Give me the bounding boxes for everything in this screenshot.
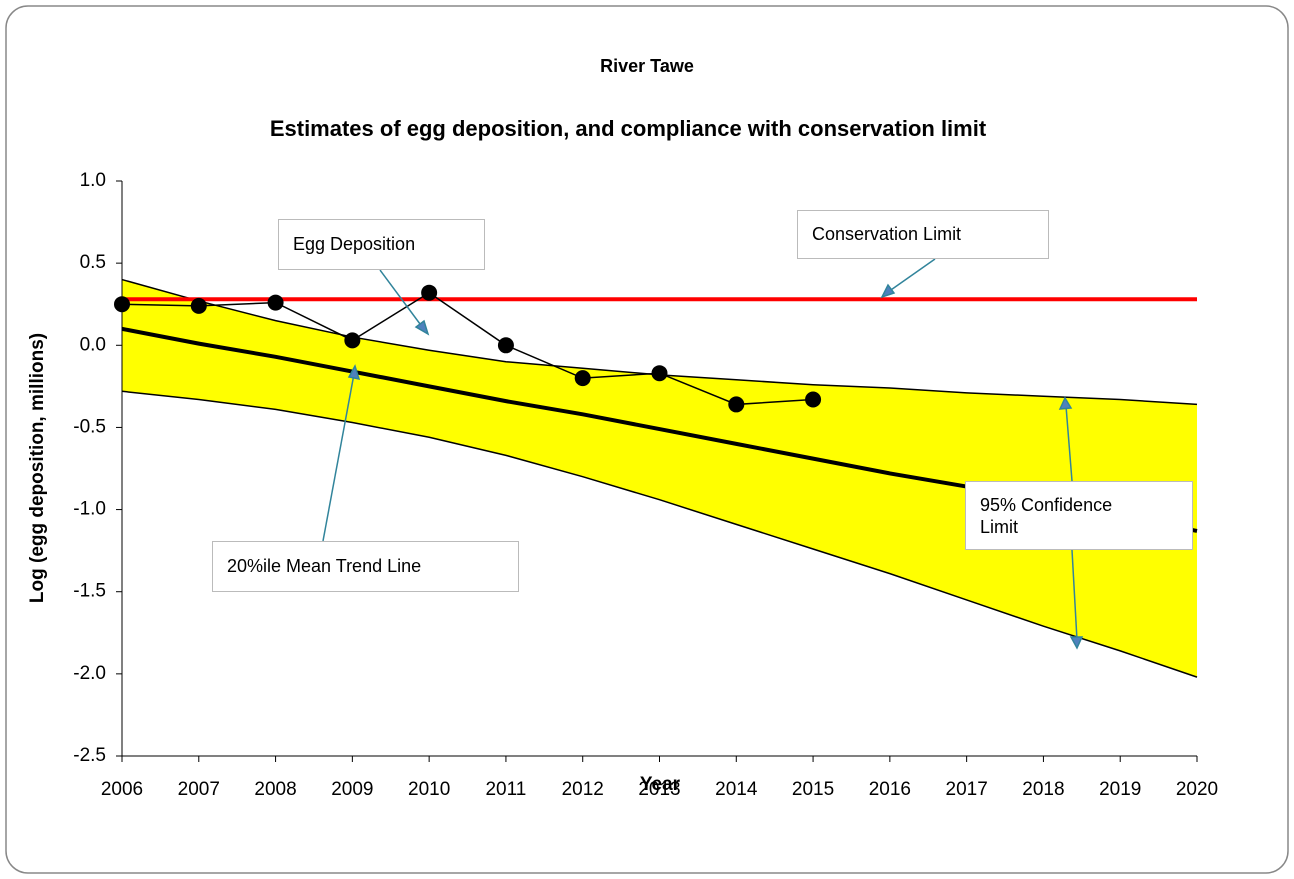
arrow: [887, 258, 936, 293]
arrow: [1071, 549, 1078, 641]
annotation-box: 20%ile Mean Trend Line: [212, 541, 519, 592]
annotation-arrows: [322, 258, 1084, 650]
arrow-head: [1058, 396, 1073, 410]
arrow: [379, 269, 424, 329]
data-point: [344, 332, 361, 349]
arrow-head: [880, 283, 896, 299]
y-axis-label: Log (egg deposition, millions): [27, 333, 48, 603]
x-tick-label: 2017: [946, 779, 988, 800]
data-point: [190, 297, 207, 314]
x-axis-label: Year: [640, 774, 681, 795]
y-tick-label: -1.5: [73, 581, 106, 602]
y-tick-label: 0.0: [80, 334, 106, 355]
y-tick-label: -2.5: [73, 745, 106, 766]
series-line: [121, 291, 814, 406]
x-tick-label: 2018: [1022, 779, 1064, 800]
x-tick-label: 2014: [715, 779, 758, 800]
x-tick-label: 2012: [562, 779, 604, 800]
y-tick-label: -2.0: [73, 663, 106, 684]
arrow: [322, 373, 355, 542]
annotation-box: 95% Confidence Limit: [965, 481, 1193, 550]
chart-title: River Tawe: [600, 56, 694, 76]
x-tick-label: 2020: [1176, 779, 1218, 800]
x-tick-label: 2015: [792, 779, 834, 800]
lower-limit-line: [121, 390, 1198, 678]
plot-area: 1.0 0.5 0.0 -0.5 -1.0 -1.5 -2.0 -2.5 2006 2007 200…: [73, 170, 1218, 800]
x-tick-label: 2013: [638, 779, 680, 800]
x-tick-label: 2011: [485, 779, 526, 800]
arrow: [1065, 405, 1073, 482]
x-tick-label: 2010: [408, 779, 450, 800]
y-tick-label: 1.0: [80, 170, 106, 191]
data-point: [728, 396, 745, 413]
data-point: [267, 294, 284, 311]
x-tick-label: 2016: [869, 779, 911, 800]
x-tick-label: 2009: [331, 779, 373, 800]
y-tick-label: -0.5: [73, 416, 106, 437]
annotation-box: Egg Deposition: [278, 219, 485, 270]
data-point: [805, 391, 822, 408]
chart-subtitle: Estimates of egg deposition, and complia…: [270, 116, 987, 141]
x-tick-label: 2019: [1099, 779, 1141, 800]
annotation-box: Conservation Limit: [797, 210, 1049, 259]
arrow-head: [414, 319, 430, 336]
y-tick-label: 0.5: [80, 252, 106, 273]
y-tick-label: -1.0: [73, 499, 106, 520]
data-point: [651, 365, 668, 382]
data-point: [421, 284, 438, 301]
arrow-head: [1069, 636, 1084, 650]
data-point: [497, 337, 514, 354]
x-tick-label: 2008: [254, 779, 296, 800]
data-point: [574, 370, 591, 387]
arrow-head: [347, 364, 361, 380]
x-tick-label: 2006: [101, 779, 143, 800]
x-tick-label: 2007: [178, 779, 220, 800]
